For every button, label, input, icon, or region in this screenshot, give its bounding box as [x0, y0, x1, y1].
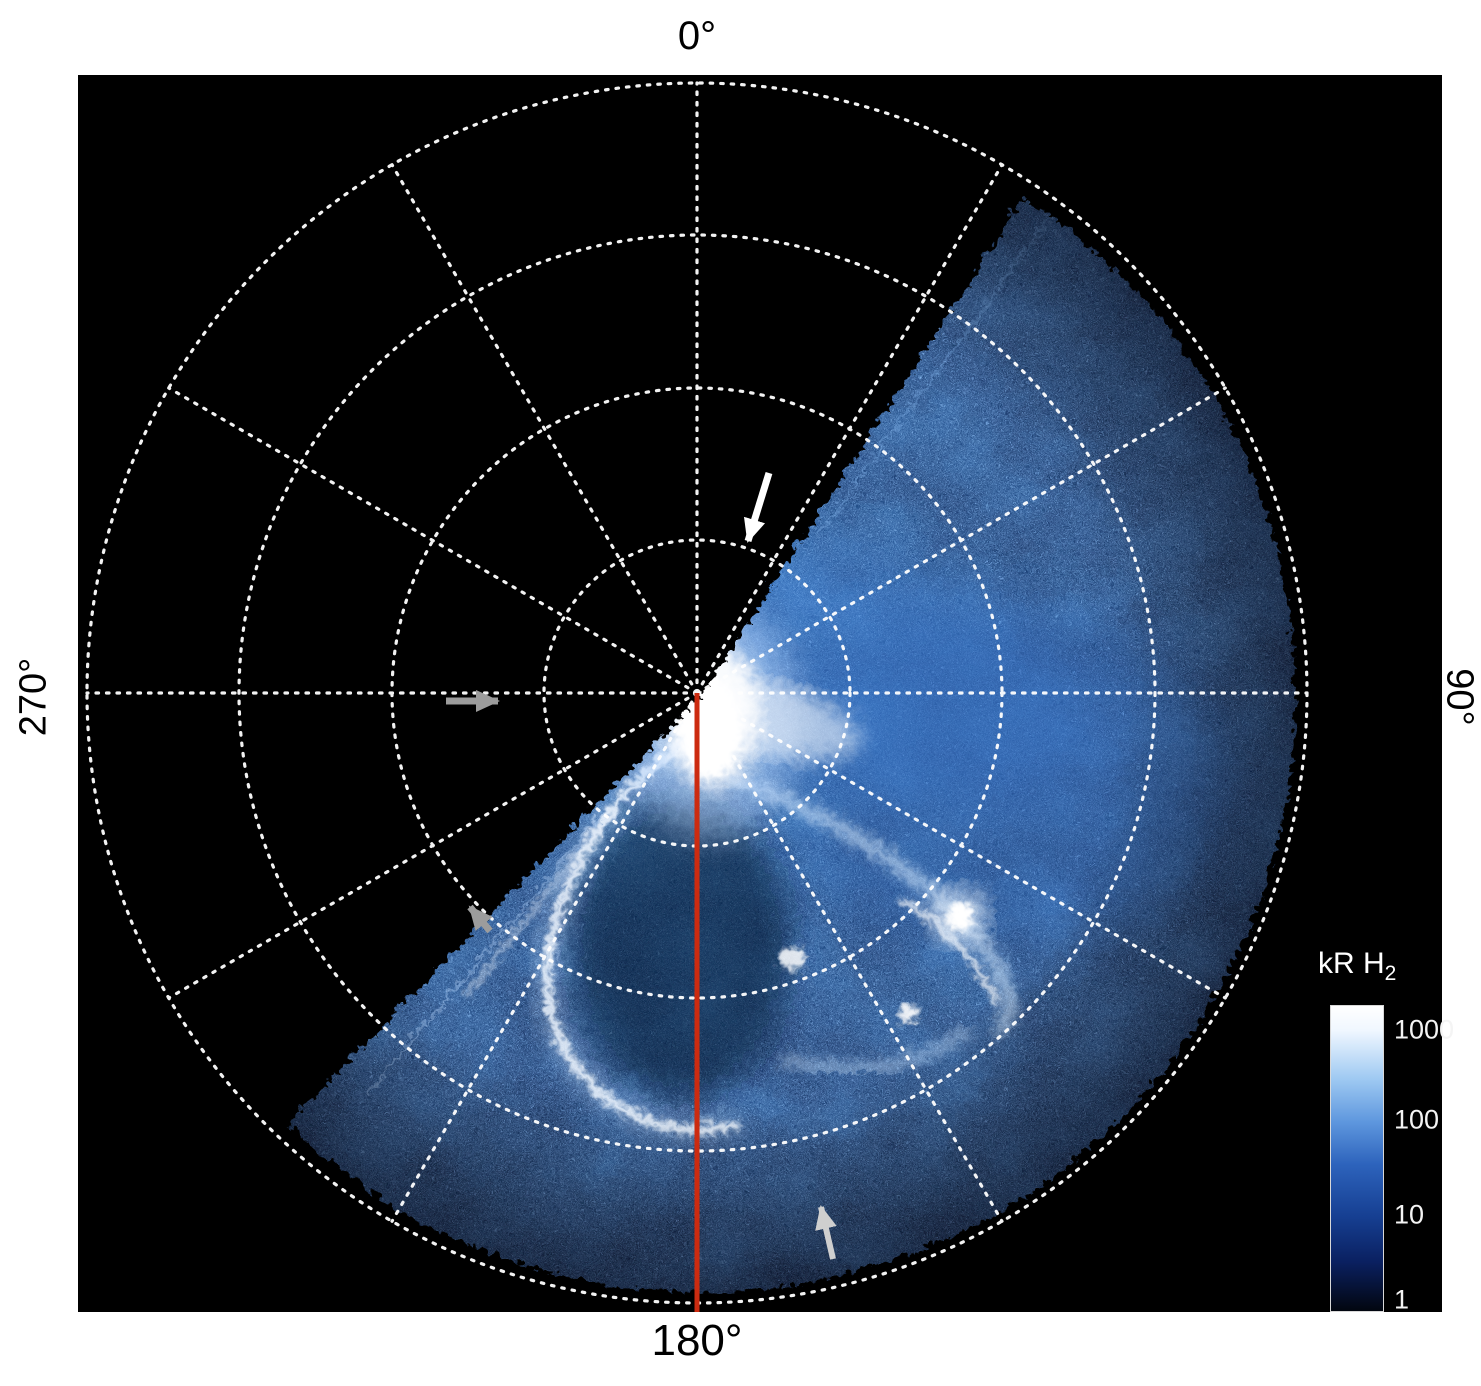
angle-label-90: 90° — [1438, 668, 1481, 726]
colorbar-tick-1000: 1000 — [1394, 1014, 1455, 1045]
white-arrow-top — [743, 471, 773, 543]
light-arrow-bottom — [815, 1205, 837, 1260]
plot-area: kR H2 1000 100 10 1 — [78, 75, 1454, 1315]
angle-label-270: 270° — [12, 657, 55, 737]
angle-label-180: 180° — [651, 1316, 743, 1365]
colorbar-gradient — [1330, 1005, 1384, 1312]
polar-plot-svg — [85, 81, 1309, 1312]
annotation-arrows — [446, 471, 837, 1260]
colorbar-tick-1: 1 — [1394, 1284, 1410, 1315]
angle-label-0: 0° — [677, 14, 717, 58]
gray-arrow-edge — [467, 904, 493, 934]
colorbar-title: kR H2 — [1318, 947, 1397, 985]
colorbar-tick-10: 10 — [1394, 1199, 1425, 1230]
colorbar-tick-100: 100 — [1394, 1104, 1440, 1135]
